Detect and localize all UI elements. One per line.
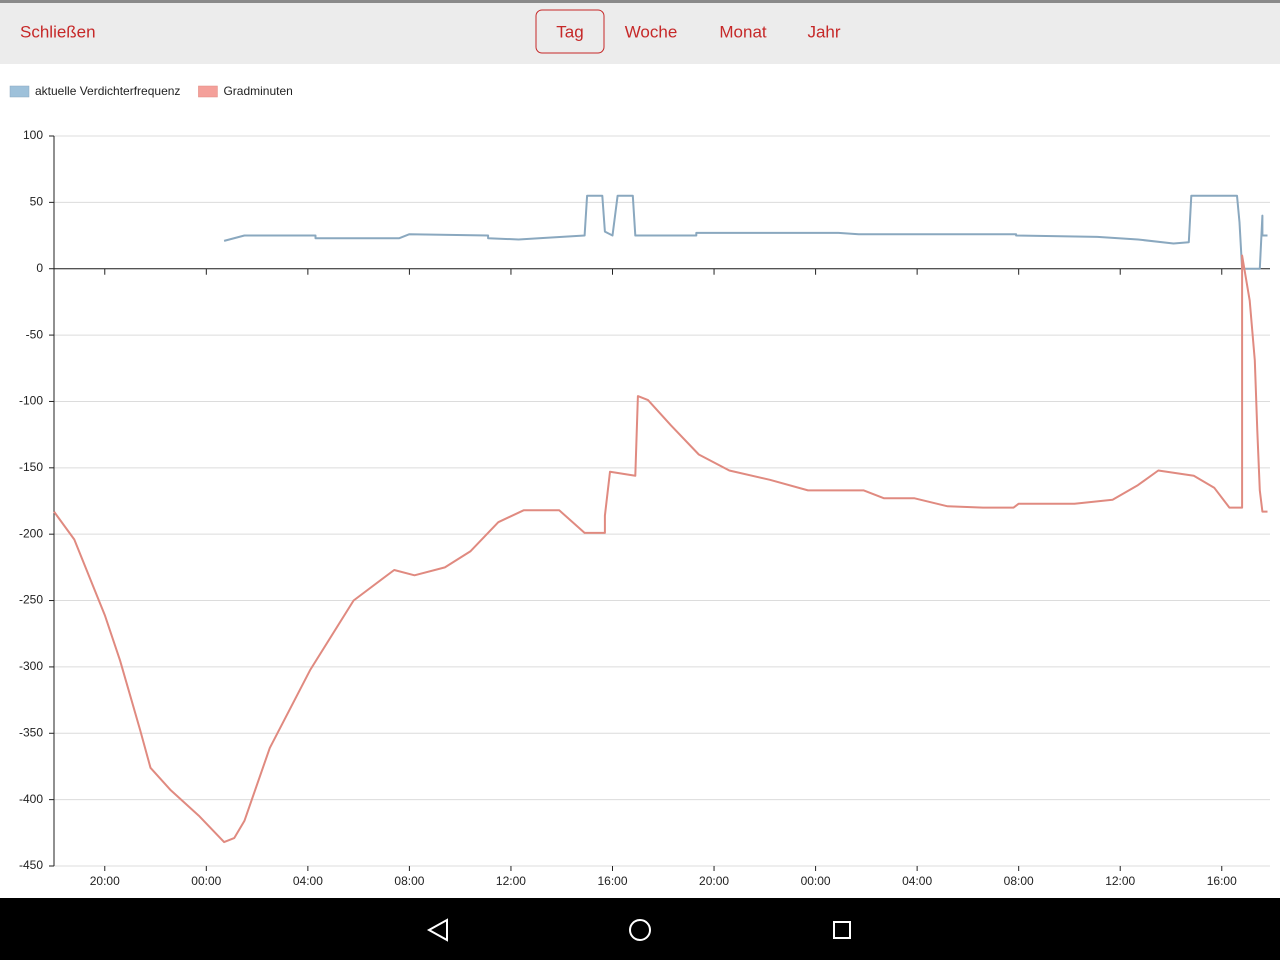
chart: 100 50 0 -50 -100 -150 -200 -250 -300 -350 -400 -45…: [19, 128, 1270, 888]
x-tick-label: 00:00: [801, 874, 831, 888]
series-line: [53, 254, 1268, 844]
tabs: Tag Woche Monat Jahr: [535, 9, 841, 54]
tab[interactable]: Monat: [719, 22, 767, 41]
y-tick-label: -50: [26, 327, 44, 341]
legend: aktuelle Verdichterfrequenz Gradminuten: [9, 84, 293, 98]
close-button[interactable]: Schließen: [20, 22, 96, 41]
back-button[interactable]: [426, 918, 448, 942]
status-edge: [0, 0, 1280, 3]
x-tick-label: 16:00: [597, 874, 627, 888]
home-button[interactable]: [629, 919, 651, 941]
tab[interactable]: Jahr: [807, 22, 840, 41]
tab-selected-frame: [535, 9, 605, 54]
y-tick-label: -250: [19, 593, 43, 607]
legend-swatch: [9, 85, 30, 98]
legend-label[interactable]: Gradminuten: [223, 84, 292, 98]
x-tick-label: 00:00: [191, 874, 221, 888]
y-tick-label: -300: [19, 659, 43, 673]
series-line: [223, 194, 1268, 270]
y-tick-label: 0: [36, 261, 43, 275]
legend-swatch: [198, 85, 218, 98]
x-tick-label: 04:00: [902, 874, 932, 888]
x-tick-label: 20:00: [90, 874, 120, 888]
y-tick-label: 100: [23, 128, 43, 142]
x-tick-label: 16:00: [1207, 874, 1237, 888]
recents-button[interactable]: [833, 921, 851, 939]
top-bar: [0, 0, 1280, 64]
x-tick-label: 12:00: [1105, 874, 1135, 888]
x-tick-label: 04:00: [293, 874, 323, 888]
x-tick-label: 12:00: [496, 874, 526, 888]
y-tick-label: -200: [19, 526, 43, 540]
tab[interactable]: Tag: [556, 22, 583, 41]
y-tick-label: -400: [19, 792, 43, 806]
y-tick-label: -450: [19, 858, 43, 872]
x-tick-label: 08:00: [394, 874, 424, 888]
nav-bar: [0, 898, 1280, 960]
legend-label[interactable]: aktuelle Verdichterfrequenz: [35, 84, 180, 98]
x-tick-label: 20:00: [699, 874, 729, 888]
y-tick-label: 50: [30, 195, 44, 209]
y-tick-label: -150: [19, 460, 43, 474]
x-tick-label: 08:00: [1004, 874, 1034, 888]
tab[interactable]: Woche: [625, 22, 678, 41]
y-tick-label: -350: [19, 725, 43, 739]
y-tick-label: -100: [19, 394, 43, 408]
